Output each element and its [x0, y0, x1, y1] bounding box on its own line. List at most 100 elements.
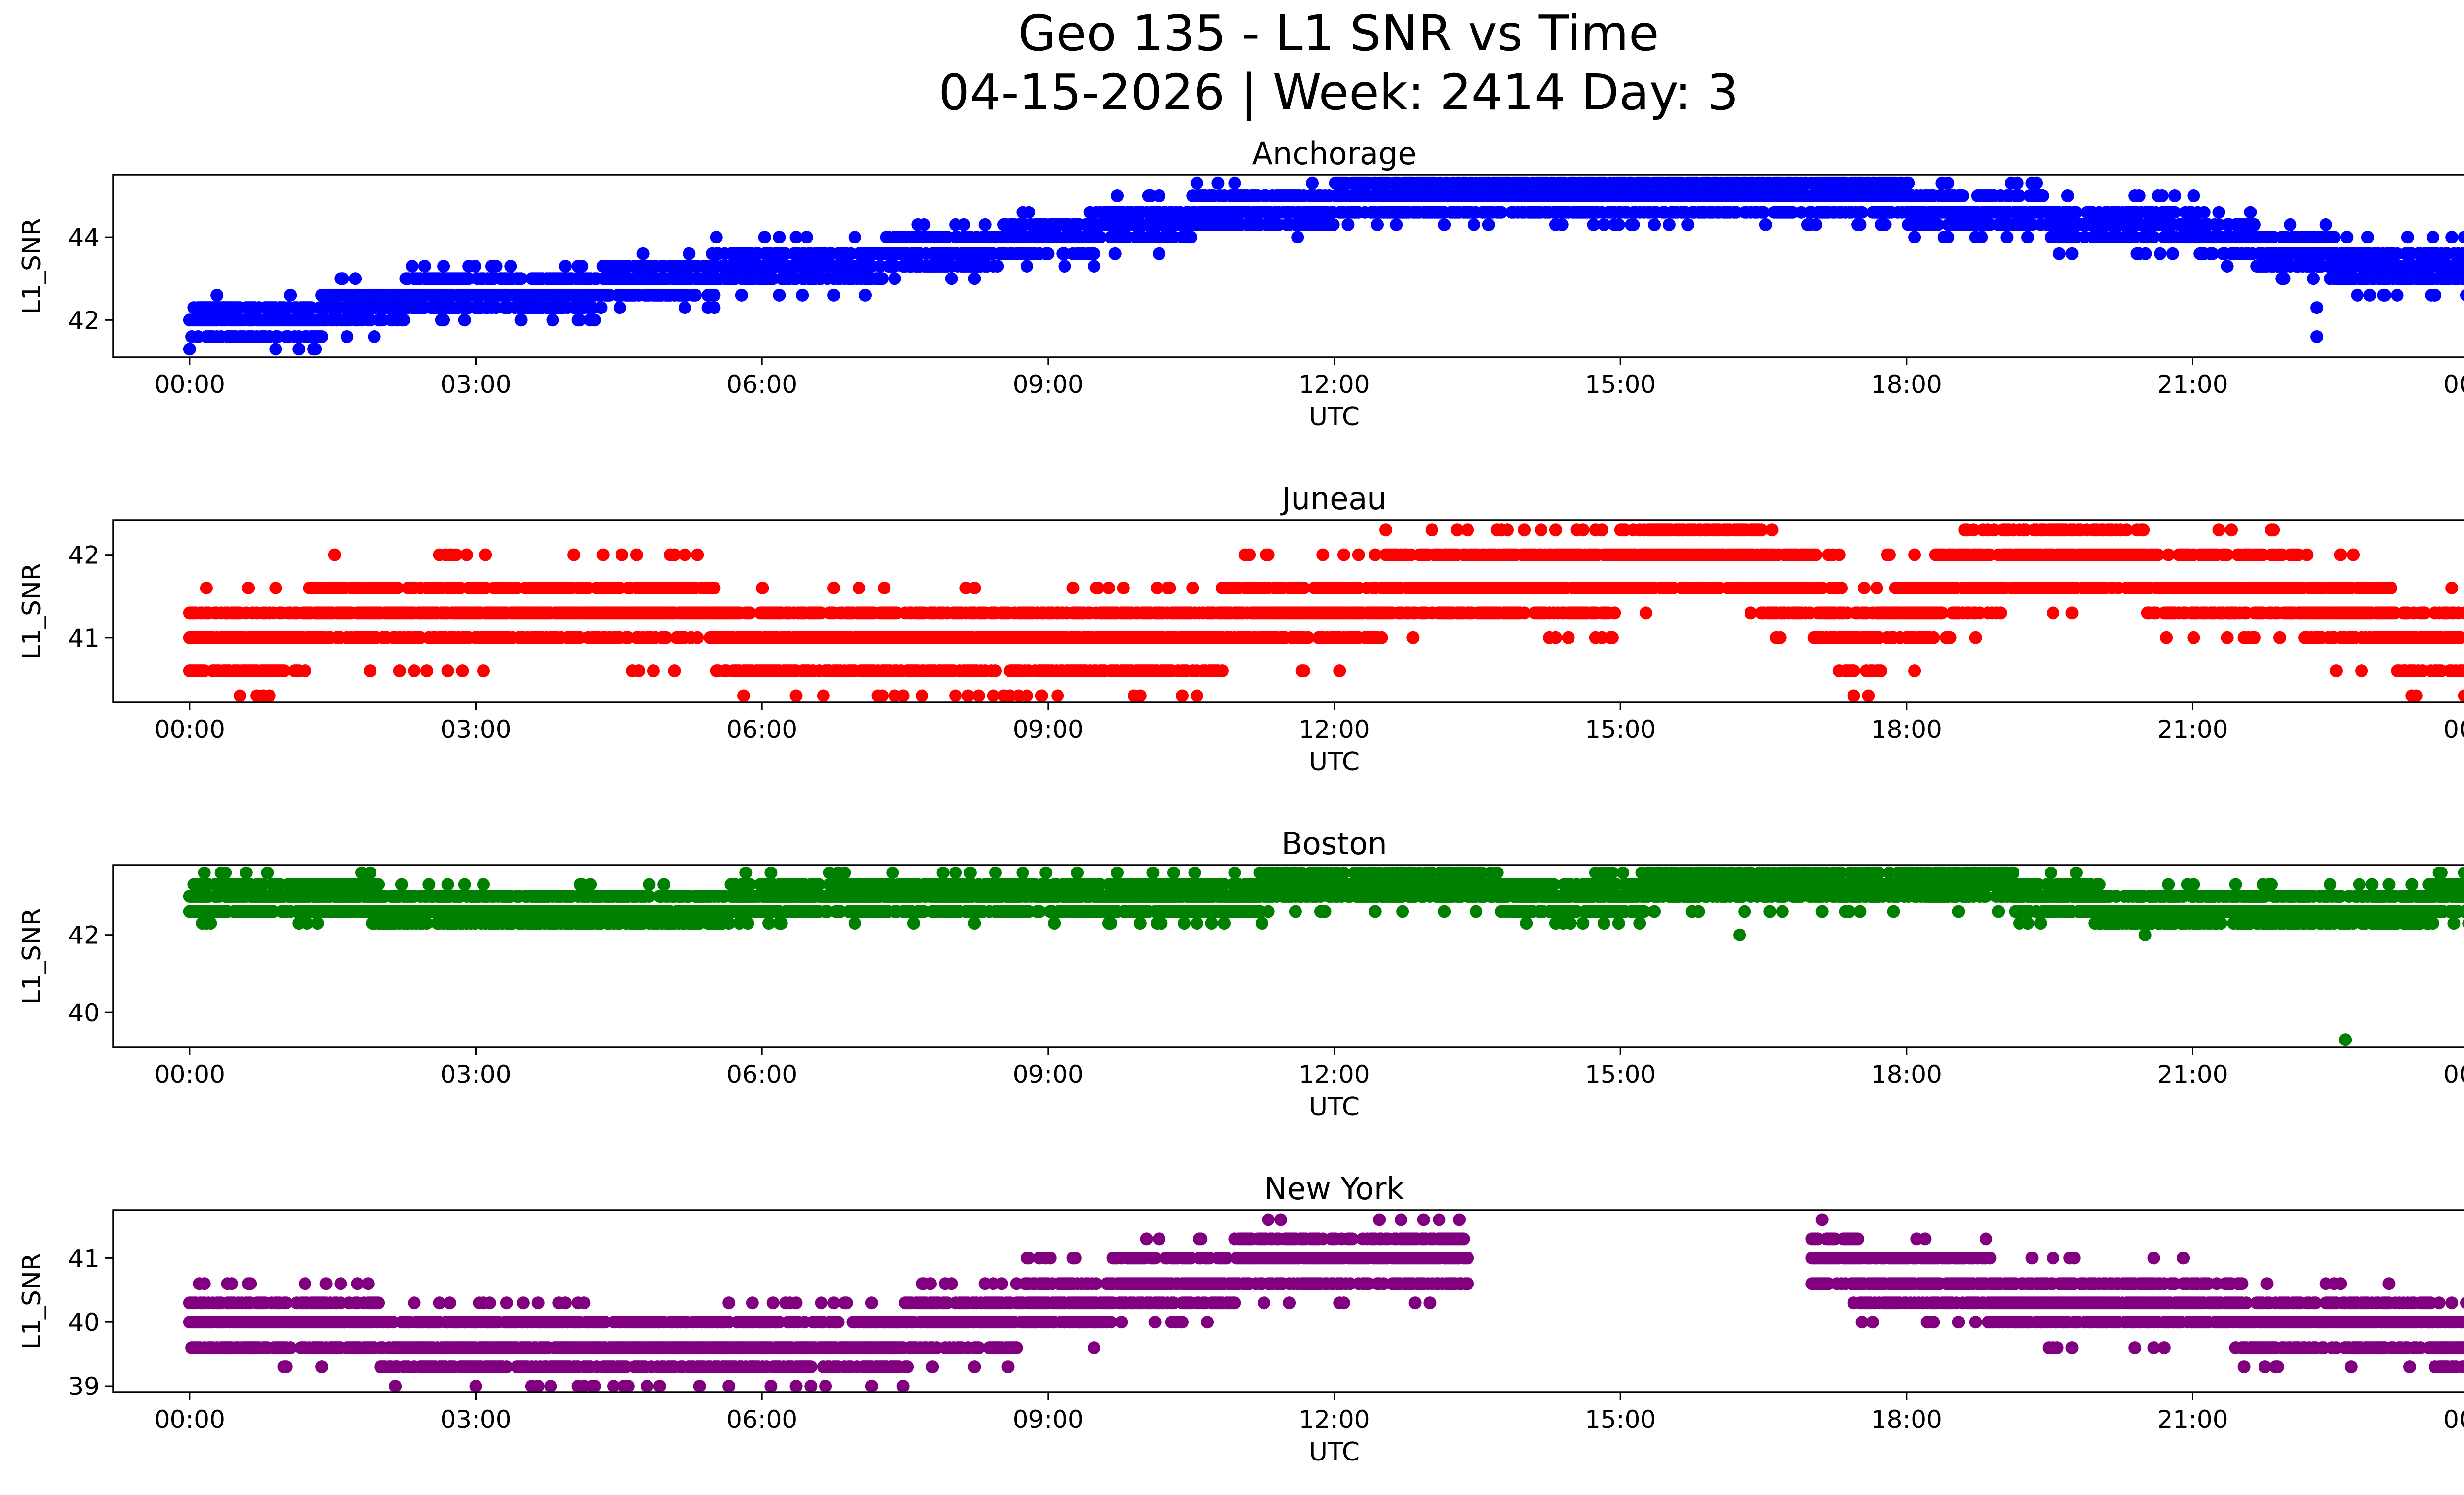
data-point	[2065, 606, 2079, 620]
data-point	[2221, 260, 2234, 273]
data-points	[183, 176, 2464, 356]
data-point	[678, 301, 691, 314]
data-point	[949, 689, 962, 702]
data-point	[234, 689, 246, 702]
x-tick-label: 09:00	[1013, 370, 1084, 399]
data-point	[1627, 218, 1640, 231]
data-point	[1535, 523, 1548, 537]
data-point	[1406, 631, 1420, 644]
data-point	[2197, 206, 2211, 219]
data-point	[2139, 247, 2152, 260]
data-point	[630, 548, 643, 561]
data-point	[269, 343, 282, 356]
data-point	[1133, 689, 1147, 702]
data-point	[1908, 548, 1921, 561]
data-point	[888, 272, 901, 285]
data-point	[945, 272, 958, 285]
data-point	[1927, 631, 1940, 644]
data-point	[341, 330, 354, 343]
data-point	[269, 581, 282, 594]
data-point	[968, 581, 981, 594]
data-point	[1847, 689, 1860, 702]
data-point	[708, 288, 721, 302]
data-point	[364, 664, 376, 678]
data-point	[1153, 189, 1166, 202]
data-point	[1857, 581, 1871, 594]
data-point	[1879, 218, 1892, 231]
data-point	[336, 272, 349, 285]
data-point	[876, 689, 889, 702]
data-point	[514, 272, 528, 285]
data-point	[613, 301, 626, 314]
data-point	[263, 689, 276, 702]
data-point	[469, 260, 481, 273]
data-point	[514, 313, 528, 327]
x-tick-label: 21:00	[2157, 370, 2228, 399]
data-point	[2021, 231, 2034, 244]
y-axis-label: L1_SNR	[17, 218, 47, 314]
data-point	[2156, 189, 2169, 202]
data-point	[2445, 231, 2459, 244]
data-point	[848, 231, 861, 244]
data-point	[594, 301, 608, 314]
x-axis: 00:00 03:00 06:00 09:00 12:00 15:00 18:00 21:00…	[154, 357, 2464, 432]
data-point-outlier	[2310, 301, 2324, 314]
data-point	[489, 260, 503, 273]
data-point	[1375, 631, 1388, 644]
x-tick-label: 06:00	[726, 370, 797, 399]
data-point	[1765, 523, 1779, 537]
data-point	[789, 689, 803, 702]
data-point	[460, 548, 473, 561]
data-point	[678, 548, 691, 561]
x-tick-label: 18:00	[1871, 370, 1942, 399]
data-point	[1035, 689, 1048, 702]
data-point	[1461, 523, 1474, 537]
data-point	[1482, 218, 1495, 231]
data-point	[978, 218, 992, 231]
data-point	[1994, 606, 2007, 620]
data-point	[1883, 548, 1896, 561]
data-point	[596, 548, 610, 561]
data-point-outlier	[2310, 330, 2324, 343]
data-point	[1108, 247, 1122, 260]
data-point	[1956, 189, 1969, 202]
data-point	[2132, 189, 2146, 202]
data-point	[691, 631, 704, 644]
data-point	[1190, 176, 1203, 190]
data-point	[2244, 206, 2257, 219]
data-point	[972, 689, 985, 702]
data-point	[2053, 247, 2066, 260]
data-point	[708, 301, 721, 314]
data-point	[2047, 606, 2060, 620]
data-point	[242, 581, 255, 594]
data-point	[991, 260, 1004, 273]
data-point	[2248, 218, 2261, 231]
data-point	[683, 247, 696, 260]
data-point	[1942, 176, 1955, 190]
data-point	[1555, 218, 1569, 231]
data-point	[1117, 581, 1130, 594]
data-point	[1023, 206, 1036, 219]
data-point	[2168, 189, 2182, 202]
data-point	[2327, 231, 2341, 244]
data-point	[968, 272, 981, 285]
data-point	[1662, 218, 1676, 231]
data-point	[710, 231, 723, 244]
data-point	[1902, 176, 1915, 190]
data-point-outlier	[2425, 288, 2438, 302]
data-point	[876, 272, 889, 285]
data-point	[1243, 548, 1256, 561]
data-point	[1681, 218, 1695, 231]
data-point	[859, 288, 872, 302]
data-point	[1875, 664, 1887, 678]
data-point	[1774, 631, 1787, 644]
x-tick-label: 12:00	[1299, 370, 1369, 399]
data-point	[2391, 288, 2404, 302]
data-point	[1467, 218, 1480, 231]
data-point	[1576, 523, 1590, 537]
data-point	[1608, 606, 1621, 620]
data-point	[2361, 231, 2374, 244]
data-point	[2036, 189, 2049, 202]
